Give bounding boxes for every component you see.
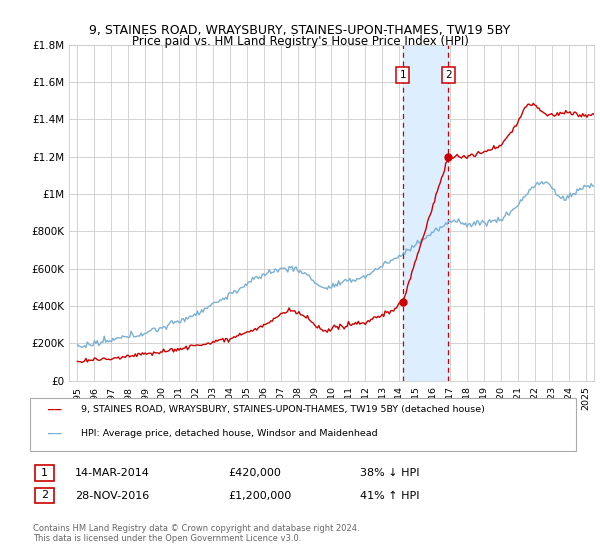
Text: 28-NOV-2016: 28-NOV-2016 bbox=[75, 491, 149, 501]
Text: ——: —— bbox=[48, 429, 62, 439]
Text: £420,000: £420,000 bbox=[228, 468, 281, 478]
Text: 2: 2 bbox=[445, 70, 452, 80]
Bar bbox=[35, 488, 54, 503]
Text: Price paid vs. HM Land Registry's House Price Index (HPI): Price paid vs. HM Land Registry's House … bbox=[131, 35, 469, 49]
Text: 2: 2 bbox=[41, 491, 48, 500]
Text: £1,200,000: £1,200,000 bbox=[228, 491, 291, 501]
Bar bbox=[35, 465, 54, 480]
Text: 14-MAR-2014: 14-MAR-2014 bbox=[75, 468, 150, 478]
Text: 9, STAINES ROAD, WRAYSBURY, STAINES-UPON-THAMES, TW19 5BY: 9, STAINES ROAD, WRAYSBURY, STAINES-UPON… bbox=[89, 24, 511, 38]
Text: 1: 1 bbox=[400, 70, 406, 80]
Text: HPI: Average price, detached house, Windsor and Maidenhead: HPI: Average price, detached house, Wind… bbox=[81, 430, 377, 438]
Text: 1: 1 bbox=[41, 468, 48, 478]
Text: 41% ↑ HPI: 41% ↑ HPI bbox=[360, 491, 419, 501]
Text: 38% ↓ HPI: 38% ↓ HPI bbox=[360, 468, 419, 478]
Text: Contains HM Land Registry data © Crown copyright and database right 2024.
This d: Contains HM Land Registry data © Crown c… bbox=[33, 524, 359, 543]
Text: 9, STAINES ROAD, WRAYSBURY, STAINES-UPON-THAMES, TW19 5BY (detached house): 9, STAINES ROAD, WRAYSBURY, STAINES-UPON… bbox=[81, 405, 485, 414]
Text: ——: —— bbox=[48, 405, 62, 415]
Bar bbox=[403, 45, 448, 381]
